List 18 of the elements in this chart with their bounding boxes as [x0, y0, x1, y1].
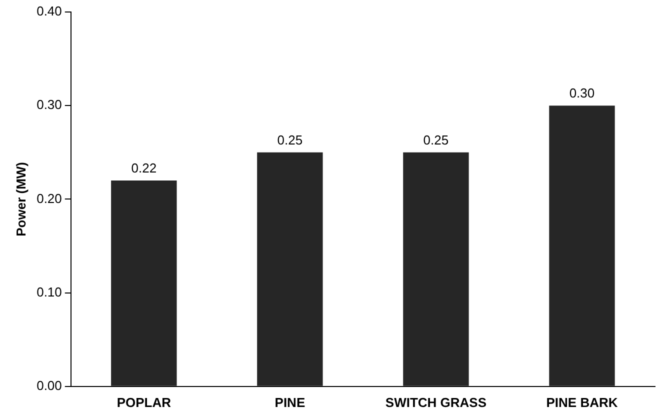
data-label: 0.30: [569, 86, 595, 101]
bar: [403, 152, 469, 386]
data-label: 0.25: [423, 132, 449, 148]
y-axis-title: Power (MW): [13, 162, 28, 236]
bar: [549, 106, 615, 386]
bar: [111, 180, 177, 386]
x-tick-label: PINE BARK: [546, 394, 618, 410]
x-tick-label: POPLAR: [116, 394, 172, 410]
data-label: 0.22: [131, 160, 157, 176]
y-tick-label: 0.10: [36, 284, 62, 300]
y-tick-label: 0.00: [36, 378, 62, 393]
data-label: 0.25: [277, 132, 303, 148]
bar: [257, 152, 323, 386]
x-tick-label: PINE: [274, 394, 306, 410]
x-tick-label: SWITCH GRASS: [385, 394, 487, 410]
y-tick-label: 0.30: [36, 97, 62, 112]
y-tick-label: 0.20: [36, 190, 62, 206]
y-tick-label: 0.40: [36, 4, 62, 19]
